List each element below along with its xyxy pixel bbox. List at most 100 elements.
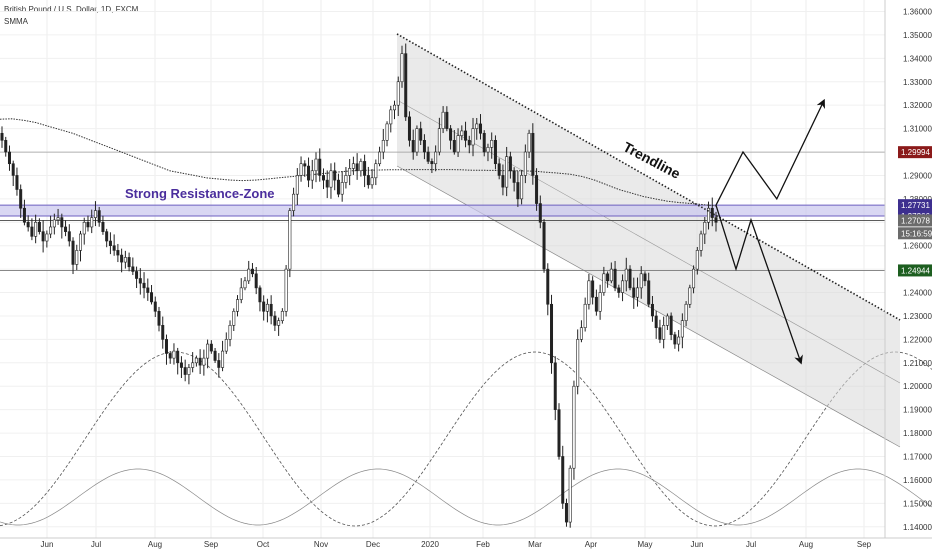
candle-body [336, 179, 340, 195]
candle-body [224, 339, 228, 352]
horizontal-levels [0, 151, 885, 271]
candle-body [79, 233, 83, 251]
candle-body [90, 217, 94, 228]
candle-body [75, 250, 79, 265]
y-tick-label: 1.18000 [903, 429, 932, 438]
candle-body [194, 357, 198, 364]
x-tick-label: Apr [585, 540, 598, 549]
y-tick-label: 1.22000 [903, 335, 932, 344]
candle-body [497, 163, 501, 176]
candle-body [538, 203, 542, 223]
candle-body [60, 217, 64, 228]
candle-body [478, 123, 482, 134]
candle-body [426, 151, 430, 162]
price-tag-label: 15:16:59 [901, 229, 932, 238]
y-tick-label: 1.36000 [903, 7, 932, 16]
candle-body [591, 280, 595, 298]
y-tick-label: 1.34000 [903, 54, 932, 63]
candle-body [228, 325, 232, 340]
y-tick-label: 1.19000 [903, 406, 932, 415]
x-tick-label: Jun [691, 540, 704, 549]
candle-body [501, 175, 505, 188]
candle-body [86, 221, 90, 228]
candle-body [684, 303, 688, 321]
candle-body [112, 245, 116, 251]
candle-body [437, 128, 441, 153]
price-axis: 1.36000 1.35000 1.34000 1.33000 1.32000 1.310… [884, 0, 932, 538]
candle-body [370, 177, 374, 186]
candle-body [269, 303, 273, 317]
candle-body [665, 315, 669, 326]
price-tag [898, 199, 932, 212]
price-tag [898, 146, 932, 159]
candle-body [142, 282, 146, 289]
candle-body [456, 135, 460, 153]
indicator-name: SMMA [4, 17, 28, 26]
channel-fill [397, 34, 900, 447]
candle-body [105, 231, 109, 242]
candle-body [359, 161, 363, 172]
y-tick-label: 1.15000 [903, 499, 932, 508]
cycle-curves [0, 351, 932, 527]
candle-body [393, 104, 397, 111]
candle-body [714, 217, 718, 223]
candle-body [576, 339, 580, 387]
candle-body [355, 163, 359, 172]
candle-body [284, 268, 288, 312]
candle-body [273, 315, 277, 326]
projection-paths [715, 98, 825, 365]
candle-body [49, 226, 53, 235]
candle-body [161, 325, 165, 340]
candle-body [464, 130, 468, 141]
candle-body [277, 320, 281, 326]
symbol-title: British Pound / U.S. Dollar, 1D, FXCM [4, 5, 139, 14]
y-tick-label: 1.35000 [903, 31, 932, 40]
candle-body [206, 343, 210, 359]
candle-body [340, 182, 344, 195]
price-tag-label: 1.27731 [901, 201, 930, 210]
candle-body [445, 111, 449, 129]
candle-body [460, 130, 464, 136]
projection-bull [715, 98, 825, 206]
candle-body [299, 163, 303, 176]
candle-body [116, 250, 120, 256]
candle-body [587, 280, 591, 305]
candle-body [598, 292, 602, 312]
x-tick-label: Jul [91, 540, 101, 549]
x-tick-label: May [637, 540, 652, 549]
candle-body [441, 111, 445, 129]
candle-body [374, 163, 378, 179]
candle-body [93, 210, 97, 218]
candle-body [243, 280, 247, 289]
candle-body [82, 221, 86, 235]
candle-body [314, 158, 318, 172]
candle-body [183, 367, 187, 375]
candle-body [265, 303, 269, 312]
candle-body [594, 296, 598, 312]
candle-body [56, 217, 60, 221]
candle-body [493, 140, 497, 165]
candle-body [647, 280, 651, 305]
candle-body [146, 287, 150, 293]
candle-body [411, 140, 415, 153]
candle-body [318, 158, 322, 176]
x-tick-label: 2020 [421, 540, 439, 549]
candle-body [490, 140, 494, 148]
candle-body [523, 151, 527, 176]
candle-body [157, 310, 161, 326]
candle-body [561, 456, 565, 504]
candle-body [34, 221, 38, 237]
candle-body [348, 168, 352, 176]
candle-body [613, 268, 617, 289]
x-tick-label: Nov [314, 540, 328, 549]
candle-body [310, 170, 314, 181]
candle-body [407, 116, 411, 141]
y-tick-label: 1.29000 [903, 171, 932, 180]
candle-body [389, 109, 393, 125]
candle-body [546, 268, 550, 305]
y-tick-label: 1.23000 [903, 312, 932, 321]
x-tick-label: Oct [257, 540, 270, 549]
candle-body [707, 207, 711, 223]
candle-body [127, 257, 131, 268]
